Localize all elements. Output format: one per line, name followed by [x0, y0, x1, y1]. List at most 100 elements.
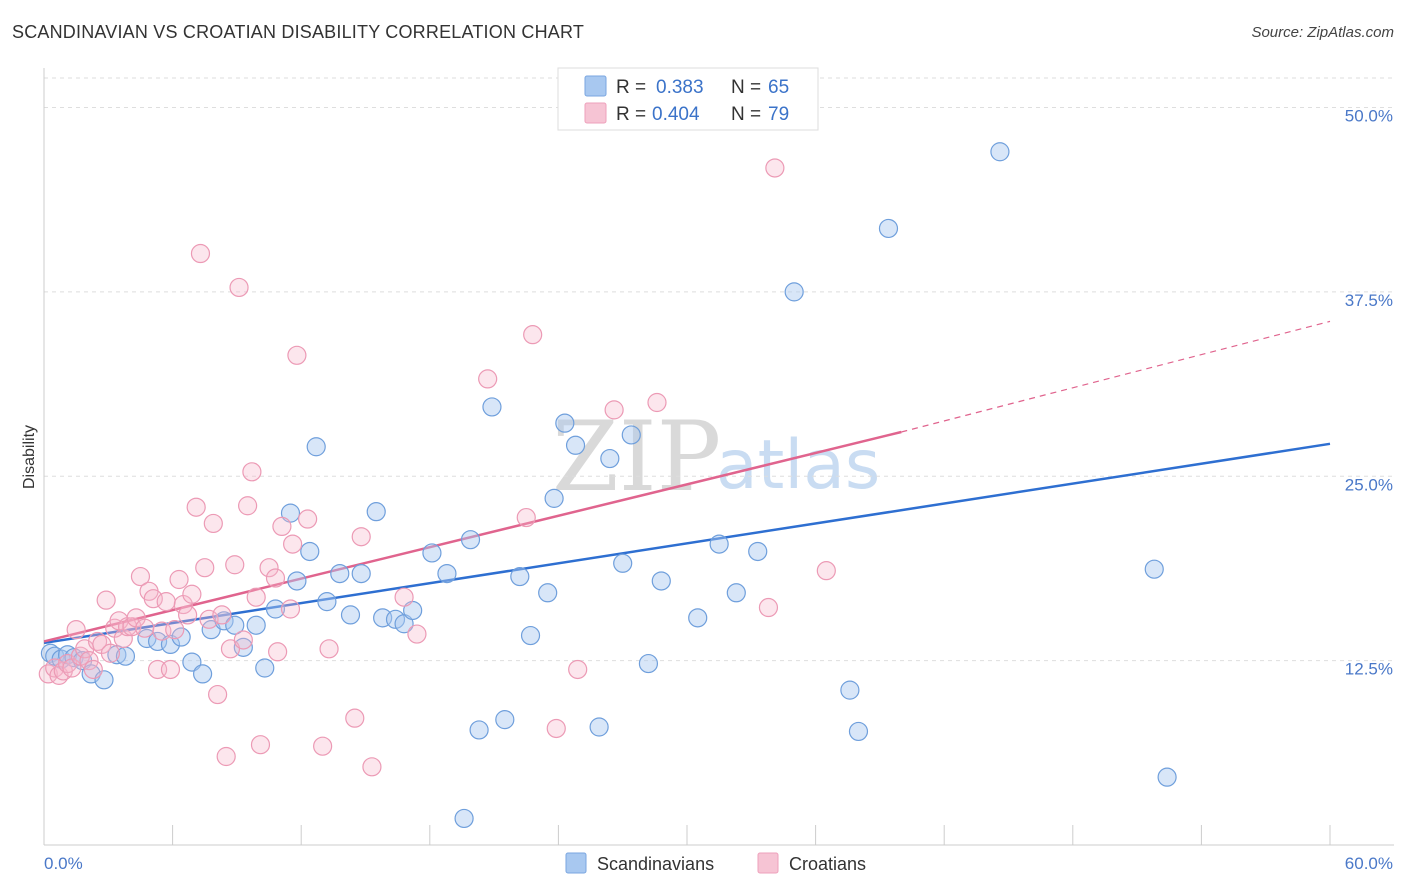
point-scandinavians-27 — [317, 592, 337, 612]
point-croatians-48 — [246, 587, 266, 607]
point-croatians-53 — [272, 516, 292, 537]
point-scandinavians-64 — [1144, 559, 1164, 579]
point-croatians-49 — [250, 735, 271, 755]
point-croatians-54 — [280, 599, 301, 619]
point-croatians-46 — [238, 496, 258, 516]
bottom-legend-swatch-scandinavians — [565, 852, 587, 874]
point-scandinavians-52 — [621, 425, 641, 445]
point-scandinavians-45 — [538, 583, 558, 603]
point-croatians-67 — [523, 325, 543, 345]
point-croatians-32 — [178, 605, 198, 625]
point-scandinavians-22 — [265, 599, 286, 619]
top-legend: R = 0.383 N = 65 R = 0.404 N = 79 — [557, 67, 819, 131]
point-croatians-9 — [79, 651, 99, 671]
y-tick-label-2: 37.5% — [1345, 291, 1393, 310]
bottom-legend-croatians: Croatians — [789, 854, 866, 874]
point-croatians-43 — [225, 555, 245, 575]
point-scandinavians-58 — [748, 541, 768, 562]
point-scandinavians-28 — [330, 563, 350, 584]
point-croatians-62 — [362, 757, 382, 777]
point-scandinavians-18 — [225, 615, 245, 635]
point-scandinavians-59 — [784, 282, 804, 302]
point-scandinavians-39 — [460, 530, 481, 550]
point-scandinavians-13 — [171, 627, 191, 647]
point-scandinavians-40 — [469, 720, 489, 740]
point-scandinavians-50 — [600, 448, 620, 469]
trend-line-scandinavians — [43, 442, 1331, 645]
legend-n-label-1: N = — [731, 77, 761, 98]
point-croatians-56 — [287, 345, 307, 365]
point-croatians-61 — [351, 527, 371, 547]
point-croatians-72 — [758, 597, 779, 618]
watermark-atlas: atlas — [716, 426, 880, 505]
point-scandinavians-48 — [565, 435, 586, 455]
point-scandinavians-60 — [840, 680, 860, 700]
point-croatians-10 — [83, 659, 103, 680]
legend-swatch-croatians — [584, 102, 607, 124]
point-croatians-27 — [156, 592, 176, 612]
point-croatians-41 — [216, 746, 236, 767]
point-scandinavians-49 — [589, 717, 609, 737]
point-scandinavians-54 — [651, 571, 671, 591]
point-croatians-65 — [478, 369, 498, 389]
legend-r-label-1: R = — [616, 77, 646, 98]
point-croatians-30 — [169, 569, 189, 590]
gridlines — [44, 77, 1394, 662]
y-tick-labels: 12.5% 25.0% 37.5% 50.0% — [1345, 107, 1393, 679]
point-scandinavians-37 — [437, 563, 457, 584]
point-croatians-68 — [546, 718, 566, 739]
bottom-legend-scandinavians: Scandinavians — [597, 854, 714, 874]
point-croatians-37 — [199, 609, 219, 629]
point-scandinavians-63 — [990, 142, 1010, 162]
trend-line-croatians-extension — [901, 320, 1331, 433]
point-scandinavians-41 — [482, 397, 502, 417]
legend-n-value-2: 79 — [768, 104, 789, 125]
point-croatians-44 — [229, 277, 249, 298]
legend-r-value-1: 0.383 — [656, 77, 704, 98]
legend-n-label-2: N = — [731, 104, 761, 125]
point-croatians-33 — [182, 584, 202, 604]
trend-line-croatians — [43, 430, 902, 643]
point-croatians-50 — [259, 558, 279, 578]
point-scandinavians-61 — [848, 721, 869, 742]
point-scandinavians-31 — [366, 502, 386, 522]
point-scandinavians-38 — [454, 808, 474, 829]
point-croatians-35 — [190, 243, 211, 264]
point-scandinavians-57 — [726, 583, 746, 603]
watermark-zip: ZIP — [552, 401, 721, 513]
point-croatians-6 — [66, 620, 86, 640]
point-scandinavians-62 — [878, 218, 899, 239]
y-tick-label-3: 50.0% — [1345, 107, 1393, 126]
point-scandinavians-25 — [300, 541, 320, 562]
point-croatians-71 — [647, 392, 667, 413]
point-croatians-73 — [765, 158, 785, 178]
axes — [43, 68, 1394, 846]
point-croatians-59 — [319, 639, 339, 659]
point-croatians-13 — [96, 590, 116, 610]
point-scandinavians-36 — [422, 543, 442, 563]
point-croatians-55 — [283, 534, 303, 554]
y-tick-label-1: 25.0% — [1345, 475, 1393, 494]
point-scandinavians-33 — [385, 609, 406, 629]
point-croatians-51 — [265, 568, 286, 588]
legend-swatch-scandinavians — [584, 75, 607, 97]
point-scandinavians-29 — [340, 605, 361, 625]
chart-title: SCANDINAVIAN VS CROATIAN DISABILITY CORR… — [12, 22, 585, 42]
point-scandinavians-56 — [709, 534, 729, 554]
point-scandinavians-15 — [193, 664, 213, 684]
point-croatians-45 — [233, 630, 253, 650]
point-croatians-64 — [407, 624, 427, 644]
bottom-legend-swatch-croatians — [757, 852, 779, 874]
point-croatians-34 — [186, 497, 206, 517]
x-tick-labels: 0.0% 60.0% — [44, 854, 1393, 873]
point-scandinavians-30 — [351, 563, 371, 584]
point-croatians-21 — [130, 566, 151, 587]
point-scandinavians-46 — [544, 488, 564, 508]
point-scandinavians-44 — [520, 625, 541, 646]
point-scandinavians-65 — [1157, 767, 1177, 787]
y-tick-label-0: 12.5% — [1345, 660, 1393, 679]
point-croatians-70 — [604, 400, 624, 420]
point-croatians-60 — [345, 708, 365, 728]
point-croatians-47 — [242, 462, 262, 482]
